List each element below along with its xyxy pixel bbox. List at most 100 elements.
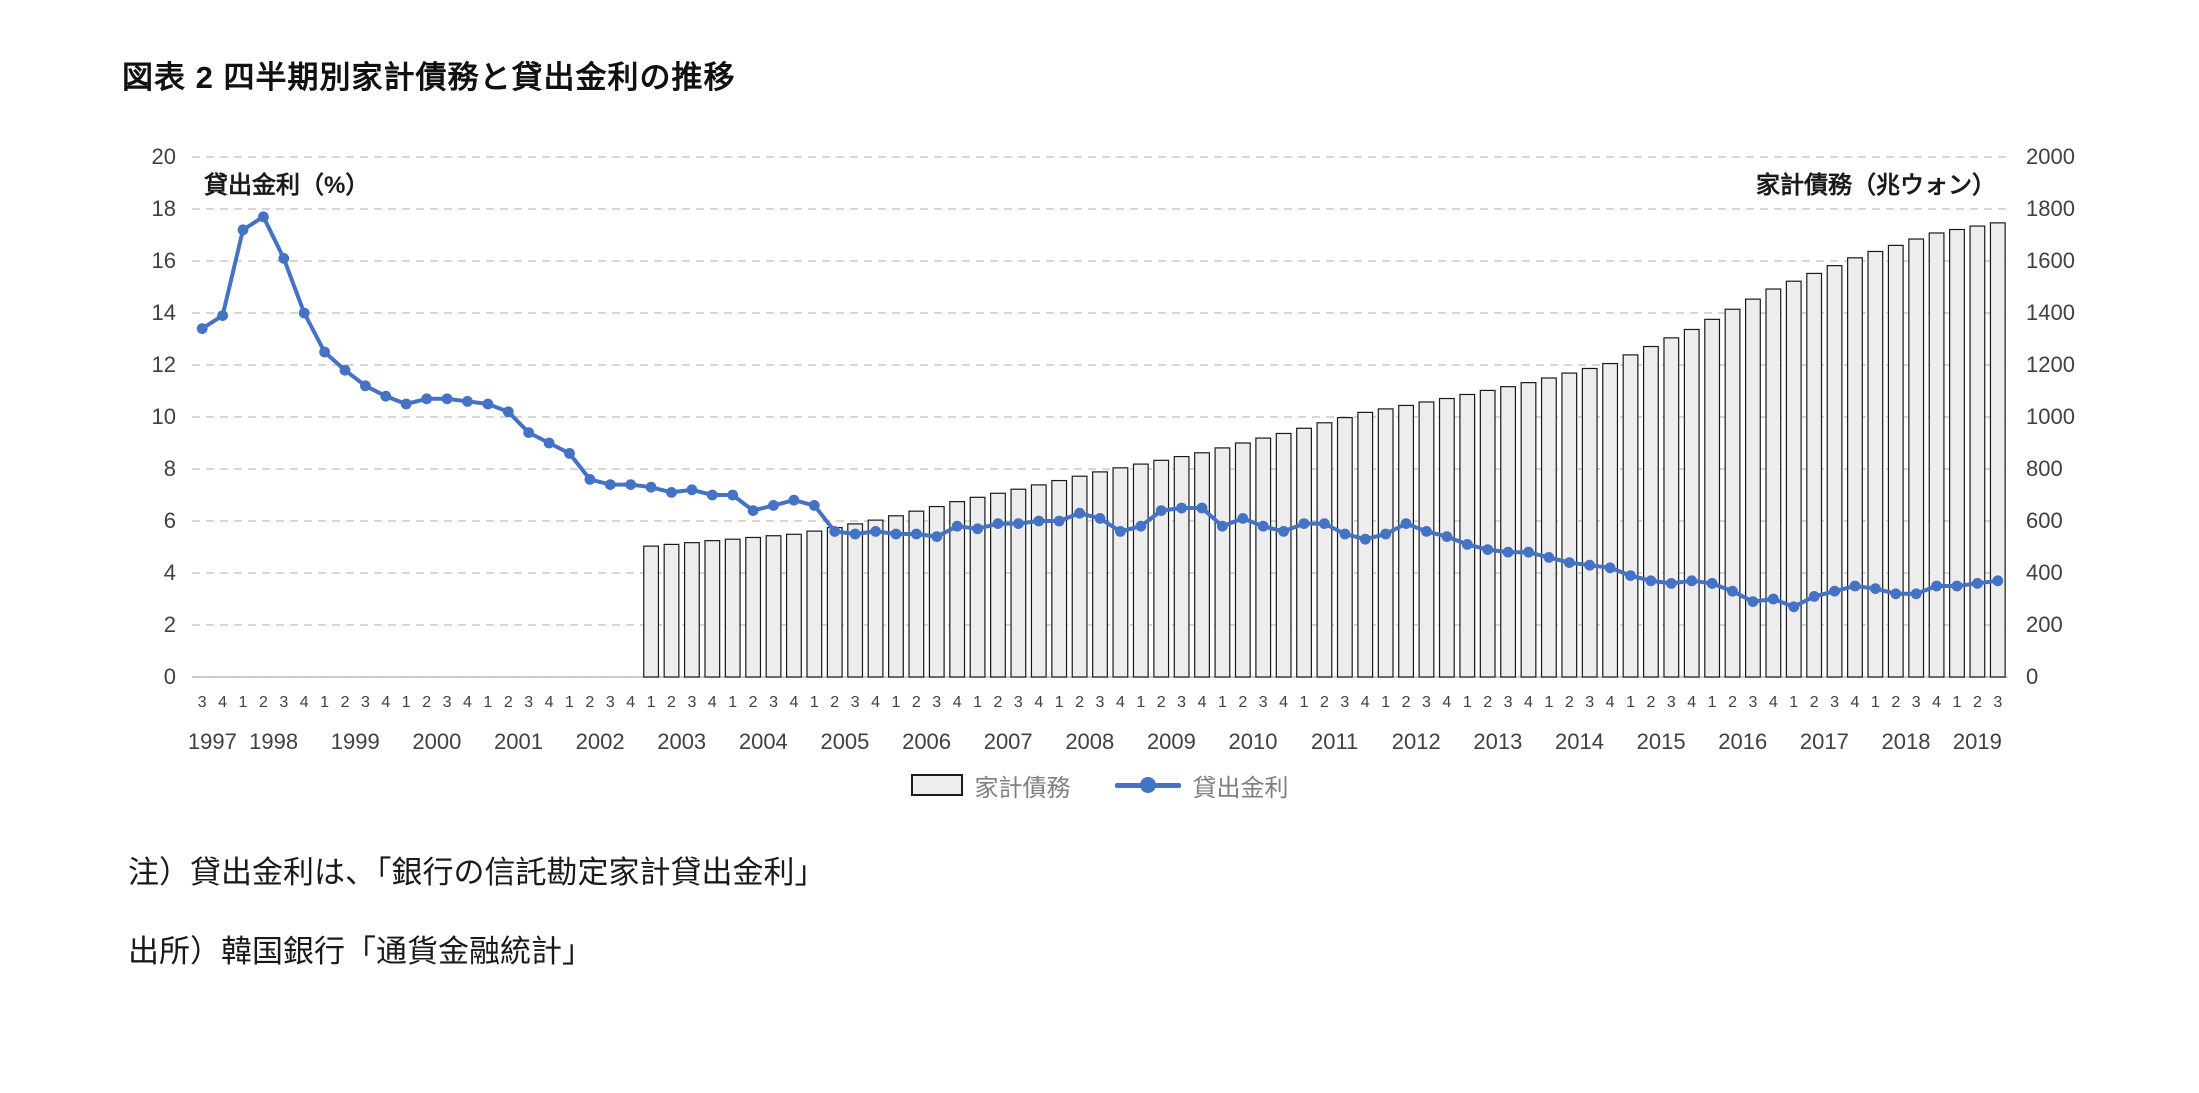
- svg-text:3: 3: [1014, 694, 1023, 711]
- svg-text:2007: 2007: [984, 729, 1033, 754]
- svg-text:2: 2: [422, 694, 431, 711]
- svg-text:2: 2: [1891, 694, 1900, 711]
- svg-text:1: 1: [320, 694, 329, 711]
- chart-canvas: 0246810121416182002004006008001000120014…: [152, 144, 2075, 754]
- svg-text:1400: 1400: [2026, 300, 2075, 325]
- svg-text:4: 4: [1932, 694, 1941, 711]
- svg-text:3: 3: [1422, 694, 1431, 711]
- svg-text:0: 0: [164, 664, 176, 689]
- svg-text:2000: 2000: [2026, 144, 2075, 169]
- svg-text:4: 4: [463, 694, 472, 711]
- svg-text:2002: 2002: [576, 729, 625, 754]
- debt-bars-series: [643, 222, 2006, 678]
- svg-text:4: 4: [1769, 694, 1778, 711]
- svg-text:4: 4: [1606, 694, 1615, 711]
- svg-text:10: 10: [152, 404, 176, 429]
- svg-text:3: 3: [1259, 694, 1268, 711]
- svg-text:1: 1: [892, 694, 901, 711]
- svg-text:2004: 2004: [739, 729, 788, 754]
- svg-text:2: 2: [1646, 694, 1655, 711]
- svg-text:4: 4: [1279, 694, 1288, 711]
- svg-text:2: 2: [164, 612, 176, 637]
- svg-text:3: 3: [279, 694, 288, 711]
- svg-text:14: 14: [152, 300, 176, 325]
- svg-text:3: 3: [932, 694, 941, 711]
- svg-text:4: 4: [164, 560, 176, 585]
- svg-text:1: 1: [647, 694, 656, 711]
- svg-text:1: 1: [1218, 694, 1227, 711]
- svg-text:2: 2: [585, 694, 594, 711]
- svg-text:4: 4: [545, 694, 554, 711]
- chart-legend: 家計債務 貸出金利: [0, 767, 2199, 803]
- svg-text:800: 800: [2026, 456, 2063, 481]
- right-axis-ticks: 0 200 400 600 800 1000 1200 1400 1600 1800 2000: [2026, 144, 2075, 689]
- svg-text:3: 3: [1585, 694, 1594, 711]
- svg-text:1: 1: [402, 694, 411, 711]
- svg-text:3: 3: [524, 694, 533, 711]
- svg-text:1800: 1800: [2026, 196, 2075, 221]
- svg-text:4: 4: [1851, 694, 1860, 711]
- svg-text:4: 4: [708, 694, 717, 711]
- note-line: 注）貸出金利は、「銀行の信託勘定家計貸出金利」: [128, 855, 826, 890]
- svg-text:3: 3: [1748, 694, 1757, 711]
- svg-text:1: 1: [483, 694, 492, 711]
- svg-text:2009: 2009: [1147, 729, 1196, 754]
- svg-text:600: 600: [2026, 508, 2063, 533]
- svg-text:2016: 2016: [1718, 729, 1767, 754]
- svg-text:2018: 2018: [1882, 729, 1931, 754]
- svg-text:2013: 2013: [1473, 729, 1522, 754]
- svg-text:3: 3: [851, 694, 860, 711]
- svg-text:4: 4: [789, 694, 798, 711]
- source-line: 出所）韓国銀行「通貨金融統計」: [128, 934, 593, 969]
- svg-text:3: 3: [1993, 694, 2002, 711]
- svg-text:2: 2: [912, 694, 921, 711]
- svg-text:3: 3: [1667, 694, 1676, 711]
- svg-text:2: 2: [341, 694, 350, 711]
- svg-text:2: 2: [1483, 694, 1492, 711]
- svg-text:2: 2: [1728, 694, 1737, 711]
- svg-text:20: 20: [152, 144, 176, 169]
- svg-text:1: 1: [973, 694, 982, 711]
- svg-text:1: 1: [1789, 694, 1798, 711]
- svg-text:2017: 2017: [1800, 729, 1849, 754]
- svg-text:1: 1: [1953, 694, 1962, 711]
- svg-text:2: 2: [667, 694, 676, 711]
- svg-text:2: 2: [504, 694, 513, 711]
- legend-label-debt: 家計債務: [974, 774, 1071, 802]
- rate-line-series: [196, 211, 2004, 613]
- svg-text:4: 4: [871, 694, 880, 711]
- svg-text:1200: 1200: [2026, 352, 2075, 377]
- svg-text:2: 2: [1075, 694, 1084, 711]
- svg-text:2: 2: [1402, 694, 1411, 711]
- svg-text:12: 12: [152, 352, 176, 377]
- svg-text:6: 6: [164, 508, 176, 533]
- svg-text:2005: 2005: [820, 729, 869, 754]
- rate-line-swatch: [1114, 777, 1181, 793]
- svg-text:2: 2: [259, 694, 268, 711]
- legend-item-rate: 貸出金利: [1114, 768, 1289, 803]
- svg-text:1999: 1999: [331, 729, 380, 754]
- svg-text:1: 1: [1381, 694, 1390, 711]
- svg-text:1: 1: [1300, 694, 1309, 711]
- svg-text:3: 3: [1340, 694, 1349, 711]
- svg-text:400: 400: [2026, 560, 2063, 585]
- svg-text:3: 3: [687, 694, 696, 711]
- svg-text:16: 16: [152, 248, 176, 273]
- svg-text:18: 18: [152, 196, 176, 221]
- legend-label-rate: 貸出金利: [1192, 774, 1289, 802]
- svg-text:1600: 1600: [2026, 248, 2075, 273]
- svg-text:2: 2: [1565, 694, 1574, 711]
- svg-text:3: 3: [198, 694, 207, 711]
- svg-text:2003: 2003: [657, 729, 706, 754]
- rate-marker-dot: [1139, 777, 1156, 793]
- in-plot-axis-titles: 貸出金利（%） 家計債務（兆ウォン）: [204, 171, 1996, 199]
- svg-text:2: 2: [830, 694, 839, 711]
- chart-area: 0 2 4 6 8 10 12 14 16 18 20 0 200 400 600 800 1000 1200 14…: [0, 115, 2199, 765]
- svg-text:4: 4: [1524, 694, 1533, 711]
- svg-text:4: 4: [300, 694, 309, 711]
- svg-text:3: 3: [1912, 694, 1921, 711]
- svg-text:1: 1: [1871, 694, 1880, 711]
- svg-text:1998: 1998: [249, 729, 298, 754]
